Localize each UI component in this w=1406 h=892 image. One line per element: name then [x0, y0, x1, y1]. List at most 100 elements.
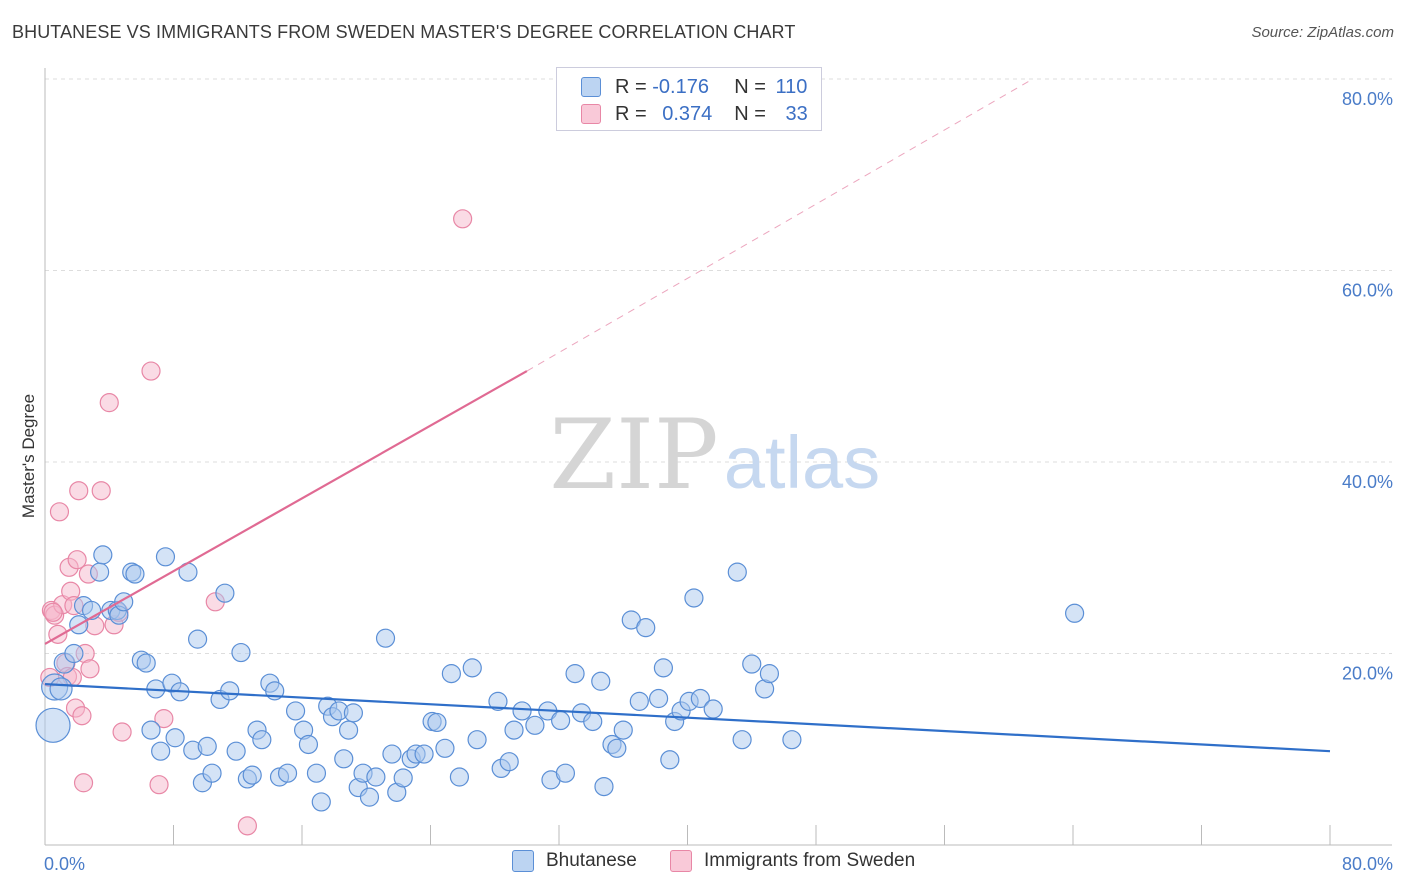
data-point [141, 361, 161, 381]
legend-r-value: -0.176 [652, 75, 709, 98]
legend-n-label: N = [734, 75, 766, 98]
tick-labels: 20.0% 40.0% 60.0% 80.0% 0.0% 80.0% [44, 89, 1393, 874]
y-tick-label: 40.0% [1342, 472, 1393, 492]
data-point [136, 653, 156, 673]
data-point [467, 730, 487, 750]
data-point [187, 629, 208, 649]
data-point [99, 393, 119, 413]
data-point [277, 763, 298, 783]
data-point [64, 643, 84, 664]
data-point [220, 681, 240, 701]
data-point [165, 728, 185, 748]
data-point [375, 628, 396, 648]
data-point [583, 711, 603, 732]
data-point [759, 664, 780, 684]
data-point [512, 701, 532, 721]
watermark-atlas: atlas [724, 421, 880, 504]
data-point [149, 775, 169, 795]
data-point [782, 730, 802, 750]
data-point [69, 481, 89, 501]
data-point [414, 744, 434, 764]
stats-legend: R = -0.176 N = 110 R = 0.374 N = 33 [556, 67, 822, 131]
data-point [112, 722, 132, 742]
data-point [49, 677, 73, 701]
legend-item-immigrants-from-sweden[interactable]: Immigrants from Sweden [670, 850, 915, 872]
data-point [648, 688, 669, 709]
grid-lines [45, 78, 1392, 654]
blue-swatch [512, 850, 534, 872]
data-point [742, 654, 762, 674]
legend-n-value: 33 [785, 102, 808, 125]
data-point [80, 659, 100, 679]
data-point [215, 583, 235, 603]
data-point [555, 763, 576, 783]
data-point [311, 792, 331, 812]
legend-r-label: R = [615, 102, 647, 125]
legend-item-bhutanese[interactable]: Bhutanese [512, 850, 637, 872]
data-point [91, 481, 111, 501]
data-point [67, 550, 87, 570]
data-point [343, 703, 363, 723]
legend-n-value: 110 [775, 75, 808, 98]
blue-swatch [581, 77, 601, 97]
pink-swatch [581, 104, 601, 124]
data-point [151, 741, 171, 761]
watermark-zip: ZIP [549, 399, 718, 511]
data-point [226, 741, 246, 761]
x-tick-label: 0.0% [44, 854, 85, 874]
data-point [285, 701, 306, 721]
axes [44, 68, 1392, 846]
legend-n-label: N = [734, 102, 766, 125]
data-point [435, 738, 455, 758]
data-point [237, 816, 257, 836]
data-point [155, 547, 176, 567]
data-point [334, 749, 354, 769]
data-point [242, 765, 262, 785]
data-point [488, 691, 508, 711]
data-point [591, 671, 611, 691]
legend-item-label: Immigrants from Sweden [704, 850, 916, 871]
y-tick-label: 20.0% [1342, 664, 1393, 684]
data-point [551, 710, 571, 731]
data-point [594, 776, 614, 797]
data-point [125, 564, 145, 584]
trend-line-sweden-extension [526, 78, 1034, 372]
data-point [427, 712, 447, 733]
data-point [499, 752, 519, 772]
data-point [197, 736, 217, 756]
data-point [441, 664, 461, 684]
data-point [154, 709, 174, 729]
data-point [613, 720, 633, 740]
data-point [43, 602, 63, 622]
data-point [703, 699, 723, 719]
data-point [298, 734, 319, 755]
data-point [453, 209, 473, 229]
data-point [732, 730, 752, 750]
data-point [607, 738, 627, 758]
pink-swatch [670, 850, 692, 872]
data-point [49, 502, 70, 522]
data-point [449, 767, 470, 787]
data-point [90, 562, 110, 582]
chart-title: BHUTANESE VS IMMIGRANTS FROM SWEDEN MAST… [12, 22, 796, 42]
data-point [1065, 603, 1085, 623]
data-point [382, 744, 402, 764]
data-point [338, 720, 359, 740]
data-point [231, 642, 251, 663]
source-label: Source: ZipAtlas.com [1251, 24, 1394, 41]
data-point [629, 691, 649, 711]
trend-lines [44, 78, 1331, 753]
watermark: ZIP atlas [549, 399, 880, 511]
data-point [366, 767, 386, 787]
legend-r-value: 0.374 [662, 102, 713, 125]
trend-line-bhutanese [44, 683, 1331, 753]
legend-r-label: R = [615, 75, 647, 98]
data-point [393, 768, 413, 788]
data-point [684, 588, 704, 608]
trend-line-sweden [44, 370, 528, 645]
data-point [525, 715, 545, 735]
data-point [565, 664, 585, 684]
y-tick-label: 60.0% [1342, 281, 1393, 301]
data-point [93, 545, 113, 565]
